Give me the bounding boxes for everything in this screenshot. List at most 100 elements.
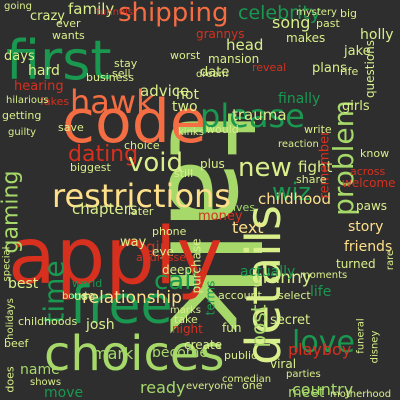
word-tunnels: tunnels [96,7,134,18]
word-gaming: gaming [0,170,23,253]
word-world: world [72,277,103,290]
word-funeral: funeral [355,317,367,354]
word-parties: parties [286,369,321,380]
word-share: share [296,173,327,186]
word-turned: turned [336,257,376,271]
word-chapters: chapters [72,200,138,218]
word-mystery: mystery [296,7,337,18]
word-holly: holly [360,27,394,43]
word-hard: hard [28,63,60,79]
word-does: does [3,365,17,393]
word-meet: meet [288,385,325,400]
word-new: new [238,153,292,183]
word-gives: gives [226,201,256,214]
word-going: going [4,1,32,12]
word-girls: girls [342,99,370,114]
word-motherhood: motherhood [330,389,392,400]
word-hot: hot [176,87,199,103]
word-call: call [154,266,199,296]
word-free: free [70,276,173,336]
word-select: select [278,289,311,302]
word-write: write [304,123,332,136]
word-crazy: crazy [30,9,65,24]
word-fight: fight [298,158,333,176]
word-restrictions: restrictions [52,177,231,215]
word-phone: phone [152,225,187,238]
word-ever: ever [56,17,81,30]
word-trauma: trauma [232,106,287,124]
word-account: account [218,289,262,302]
word-ready: ready [140,378,186,397]
word-country: country [292,380,354,399]
word-mark: mark [92,344,134,363]
word-days: days [4,49,35,64]
word-shows: shows [30,377,62,388]
word-best: best [8,276,39,292]
word-post: post [246,303,271,348]
word-everyone: everyone [186,381,233,392]
word-name: name [20,362,60,378]
word-problem: problem [326,100,360,216]
word-public: public [224,349,258,362]
word-comedian: comedian [222,374,272,385]
word-addresses: addresses [136,251,192,264]
word-biggest: biggest [70,161,111,174]
word-remember: remember [316,130,332,198]
word-across: across [350,165,386,178]
word-welcome: welcome [342,176,396,190]
word-friends: friends [344,239,393,255]
word-become: become [152,345,209,361]
word-later: later [128,205,154,218]
word-childhood: childhood [258,190,331,208]
word-deep: deep [162,263,192,277]
word-life: life [310,284,332,300]
word-fakes: fakes [40,95,70,108]
word-stay: stay [114,57,138,70]
word-choice: choice [124,139,160,152]
word-use: use [74,289,96,303]
word-one: one [242,379,263,392]
word-choices: choices [44,326,225,382]
word-dream: dream [196,69,229,80]
word-money: money [198,209,243,224]
word-girl: girl [146,238,171,256]
word-family: family [68,0,115,18]
word-childhoods: childhoods [18,315,78,328]
word-mansion: mansion [208,52,260,66]
word-bond: bond [62,291,88,302]
word-two: two [172,99,198,115]
word-grannys: grannys [196,27,245,41]
word-beef: beef [4,337,29,350]
word-relationship: relationship [82,288,182,308]
word-getting: getting [2,109,42,122]
word-dating: dating [68,142,139,167]
word-kinks: kinks [178,127,204,138]
word-still: still [174,167,194,180]
word-makes: makes [286,31,326,45]
word-special: special [0,246,12,281]
word-story: story [348,219,384,235]
word-secret: secret [270,313,311,328]
word-love: love [292,325,355,360]
word-business: business [86,71,134,84]
word-guilty: guilty [8,127,37,138]
word-worst: worst [170,49,201,62]
word-advice: advice [140,82,190,100]
word-plans: plans [312,61,347,76]
word-holidays: holidays [4,298,16,340]
word-rare: rare [385,249,397,271]
word-wants: wants [52,29,85,42]
word-head: head [226,36,264,54]
word-text: text [232,218,264,237]
word-create: create [184,338,223,352]
word-reveal: reveal [252,61,287,74]
word-finally: finally [278,91,321,107]
word-reaction: reaction [278,139,319,150]
word-plus: plus [200,157,225,171]
word-terms: terms [202,280,217,315]
word-first: first [6,29,112,92]
word-take: take [174,313,198,326]
word-josh: josh [86,317,115,333]
word-granny: granny [252,268,312,288]
word-hearing: hearing [14,79,64,94]
